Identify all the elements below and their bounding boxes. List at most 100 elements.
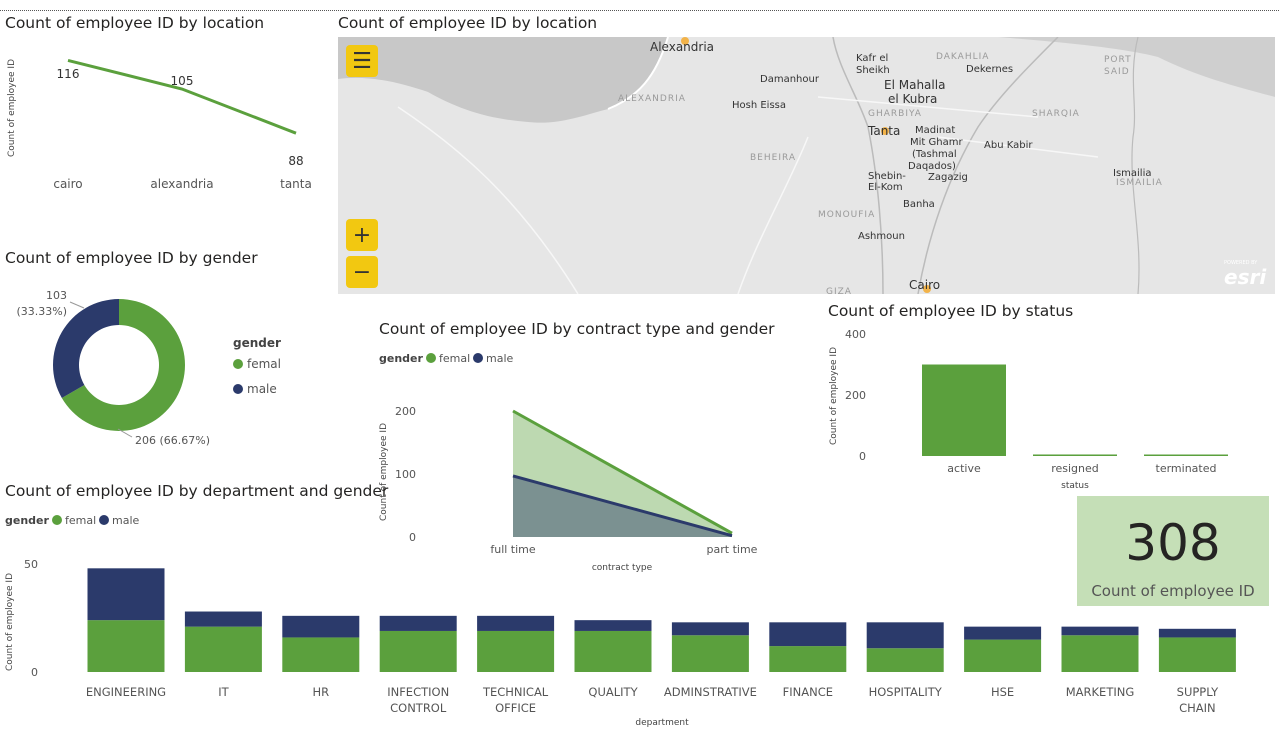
area-y-axis-label: Count of employee ID: [379, 423, 389, 521]
dept-x-tick: ADMINSTRATIVE: [664, 685, 757, 699]
dept-x-tick: QUALITY: [588, 685, 638, 699]
map-place-label: Banha: [903, 199, 935, 210]
map-place-label: MONOUFIA: [818, 210, 875, 220]
map-place-label: Hosh Eissa: [732, 100, 786, 111]
dept-x-tick: IT: [218, 685, 229, 699]
area-y-tick: 0: [409, 531, 416, 544]
location-series-line: [67, 58, 297, 135]
dept-x-tick: CHAIN: [1179, 701, 1216, 715]
location-data-label: 105: [171, 74, 194, 88]
total-count-card: 308 Count of employee ID: [1077, 496, 1269, 606]
location-data-label: 116: [57, 67, 80, 81]
area-y-tick: 200: [395, 405, 416, 418]
plus-icon: +: [352, 222, 372, 248]
dept-x-tick: OFFICE: [495, 701, 536, 715]
dept-x-tick: SUPPLY: [1177, 685, 1219, 699]
dept-bar-male: [671, 622, 749, 636]
dept-x-tick: ENGINEERING: [86, 685, 166, 699]
area-legend-marker: [473, 353, 483, 363]
status-bar: [922, 364, 1006, 456]
map-menu-button[interactable]: ☰: [346, 45, 378, 77]
map-place-label: GHARBIYA: [868, 109, 922, 119]
tanta-marker[interactable]: [881, 127, 889, 135]
donut-slice-male: [53, 299, 119, 398]
area-legend-marker: [426, 353, 436, 363]
status-bar-chart: 0 200 400 active resigned terminated status Cou…: [829, 328, 1228, 491]
dept-y-axis-label: Count of employee ID: [5, 573, 15, 671]
dept-bar-male: [184, 611, 262, 627]
zoom-out-button[interactable]: −: [346, 256, 378, 288]
contract-area-title: Count of employee ID by contract type an…: [379, 320, 775, 338]
dept-bar-male: [87, 568, 165, 621]
map-place-label: (Tashmal: [912, 149, 957, 160]
contract-area-chart: gender femal male 0 100 200 full time part time…: [379, 352, 758, 573]
sea-area: [338, 37, 668, 123]
dept-bar-femal: [1158, 637, 1236, 672]
dept-y-tick: 50: [24, 558, 38, 571]
map-place-label: BEHEIRA: [750, 153, 796, 163]
donut-legend-marker: [233, 359, 243, 369]
dept-legend-label: femal: [65, 514, 96, 527]
gender-donut-title: Count of employee ID by gender: [5, 249, 258, 267]
dept-bar-femal: [87, 620, 165, 672]
status-x-tick: active: [947, 462, 981, 475]
area-x-tick: full time: [490, 543, 536, 556]
area-y-tick: 100: [395, 468, 416, 481]
dept-x-tick: TECHNICAL: [482, 685, 549, 699]
card-value: 308: [1125, 514, 1221, 572]
status-y-tick: 0: [859, 450, 866, 463]
area-line-femal: [512, 409, 733, 535]
map-place-label: Dekernes: [966, 64, 1013, 75]
dept-bar-male: [574, 620, 652, 631]
department-bar-title: Count of employee ID by department and g…: [5, 482, 389, 500]
dept-bar-male: [964, 626, 1042, 640]
dept-x-tick: MARKETING: [1066, 685, 1135, 699]
dept-bar-male: [1158, 628, 1236, 638]
map-place-label: Ismailia: [1113, 168, 1152, 179]
map-place-label: Kafr el: [856, 53, 888, 64]
dept-x-axis-label: department: [635, 718, 689, 728]
map-place-label: Madinat: [915, 125, 955, 136]
donut-leader-male: [69, 301, 85, 309]
dept-bar-femal: [574, 630, 652, 672]
location-map[interactable]: Alexandria ALEXANDRIA Damanhour Hosh Eissa B…: [338, 37, 1275, 294]
dept-bar-male: [477, 615, 555, 631]
esri-logo: esri: [1224, 265, 1267, 289]
minus-icon: −: [352, 259, 372, 285]
dept-bar-femal: [477, 630, 555, 672]
location-x-tick: tanta: [280, 177, 312, 191]
location-x-tick: cairo: [53, 177, 82, 191]
donut-label-femal: 206 (66.67%): [135, 434, 210, 447]
dept-bar-femal: [282, 637, 360, 672]
donut-slice-femal: [61, 299, 185, 431]
map-place-label: Alexandria: [650, 40, 714, 54]
map-title: Count of employee ID by location: [338, 14, 598, 32]
dept-bar-male: [1061, 626, 1139, 636]
map-place-label: ISMAILIA: [1116, 178, 1163, 188]
map-place-label: SHARQIA: [1032, 109, 1080, 119]
area-x-axis-label: contract type: [592, 563, 653, 573]
dept-legend-title: gender: [5, 514, 50, 527]
canal-line: [1131, 37, 1140, 294]
alexandria-marker[interactable]: [681, 37, 689, 45]
dept-bar-male: [282, 615, 360, 638]
road-lines: [397, 96, 1099, 294]
lake-area: [998, 37, 1275, 97]
zoom-in-button[interactable]: +: [346, 219, 378, 251]
dept-bar-femal: [379, 630, 457, 672]
map-place-label: DAKAHLIA: [936, 52, 989, 62]
top-divider: [0, 10, 1279, 11]
map-place-label: El-Kom: [868, 182, 903, 193]
cairo-marker[interactable]: [923, 285, 931, 293]
dept-legend-label: male: [112, 514, 140, 527]
map-attribution-small: POWERED BY: [1224, 260, 1258, 266]
location-data-label: 88: [288, 154, 303, 168]
map-place-label: el Kubra: [888, 92, 937, 106]
area-line-male: [512, 474, 733, 538]
dept-bar-male: [866, 622, 944, 649]
map-place-label: PORT: [1104, 55, 1132, 65]
dept-bar-femal: [769, 646, 847, 672]
card-label: Count of employee ID: [1091, 582, 1255, 600]
dept-x-tick: HSE: [991, 685, 1014, 699]
map-place-label: Shebin-: [868, 171, 906, 182]
